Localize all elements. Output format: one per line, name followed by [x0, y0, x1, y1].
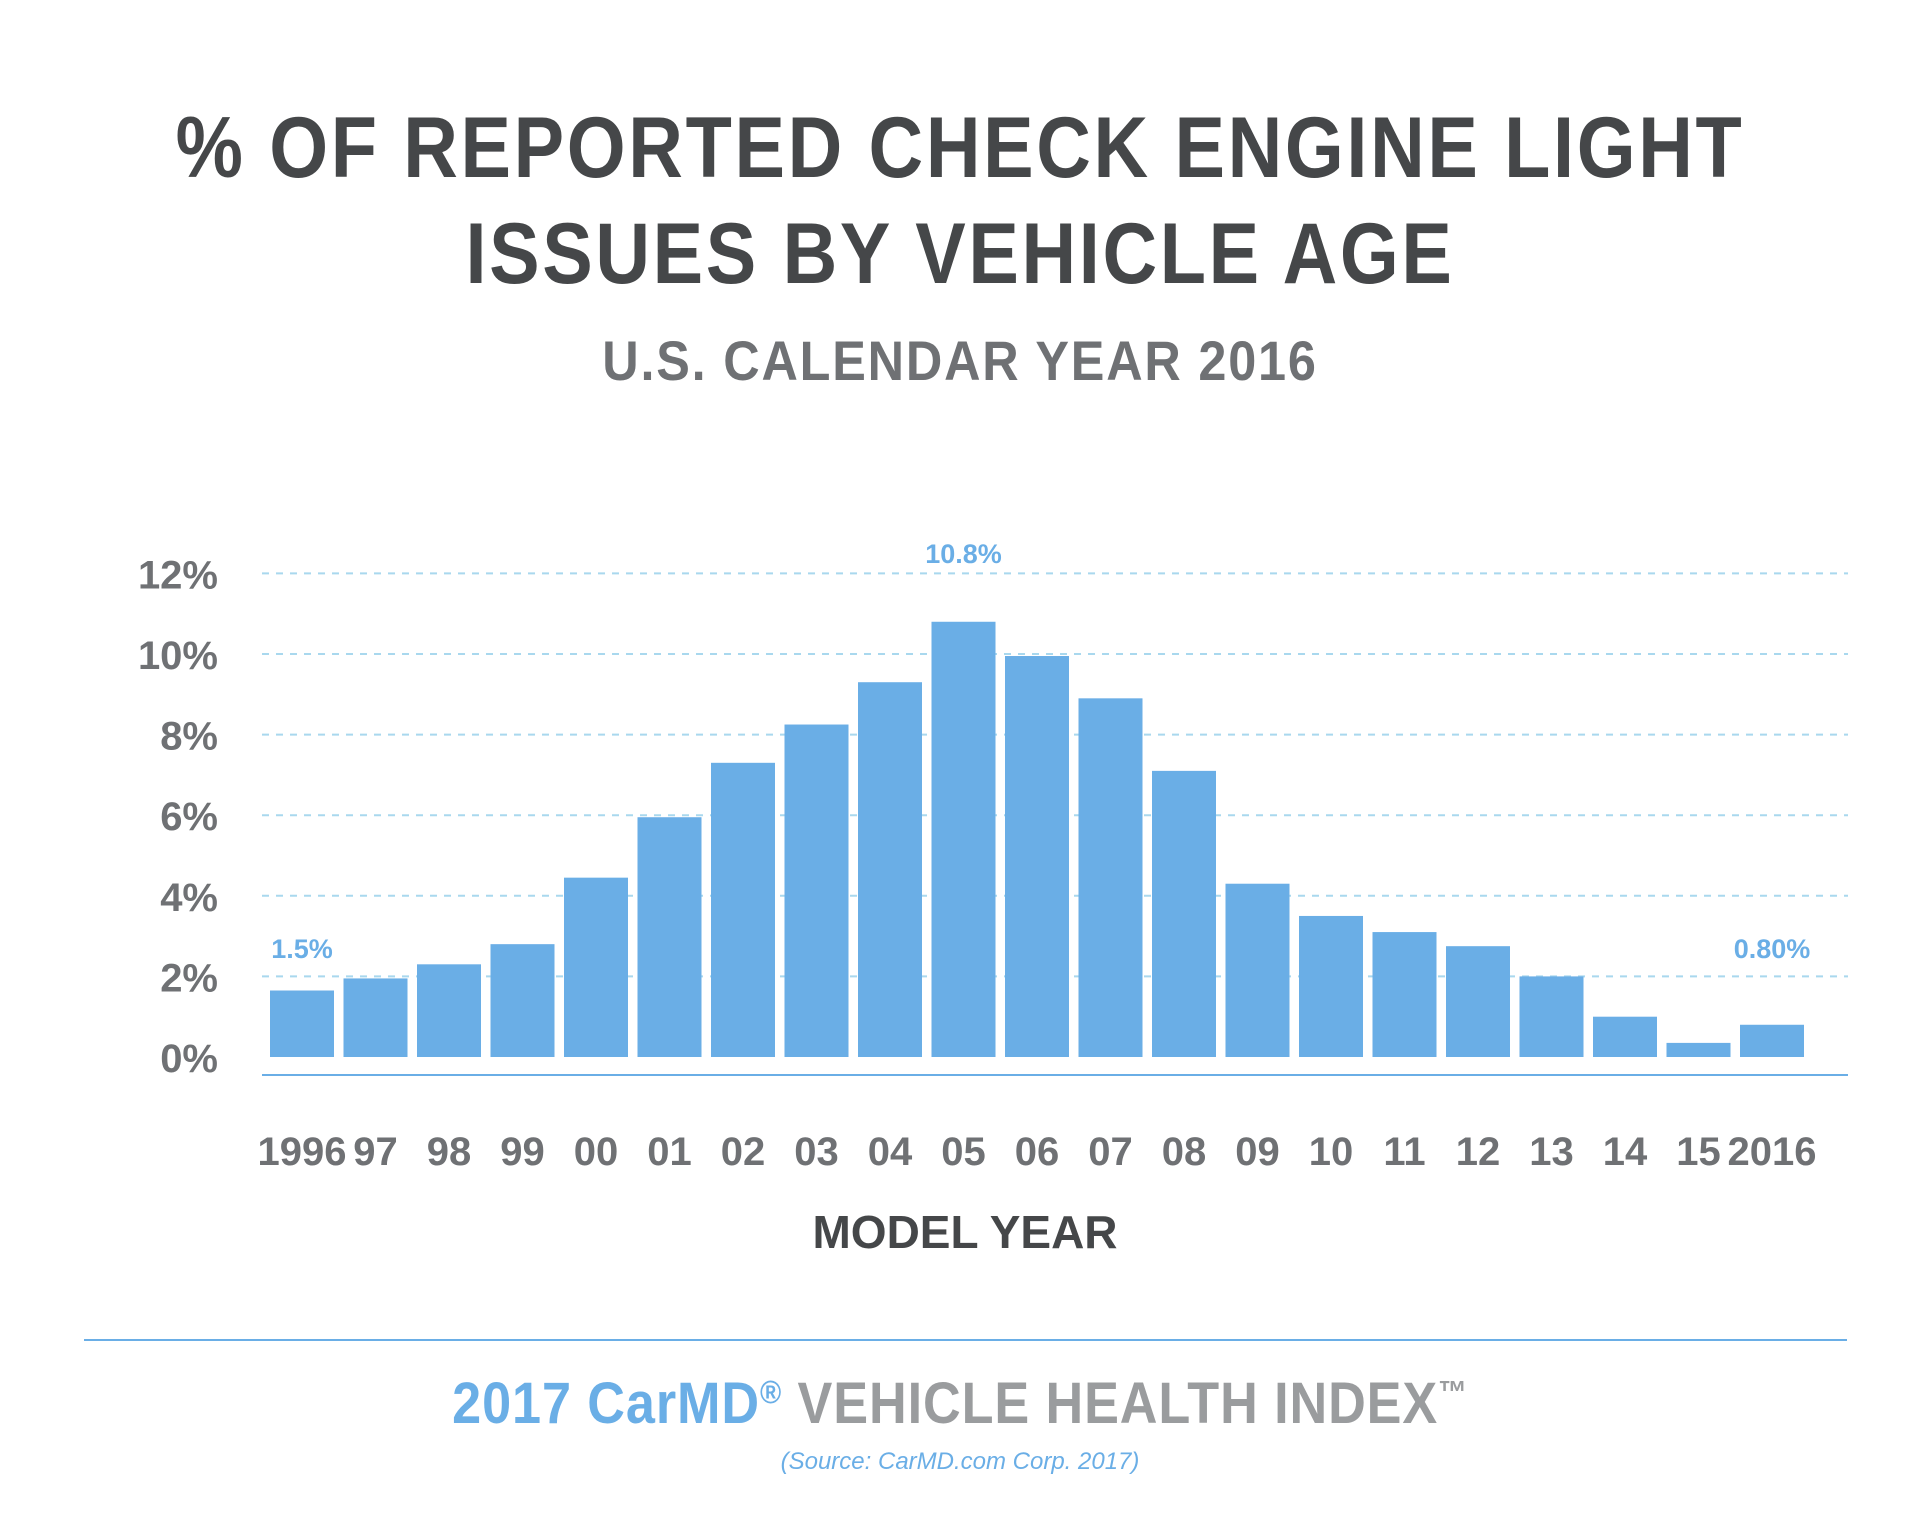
bar — [1299, 915, 1363, 1057]
x-tick-label: 05 — [941, 1130, 986, 1174]
bar — [931, 621, 996, 1057]
bar — [1446, 946, 1510, 1057]
y-tick-label: 6% — [160, 795, 218, 839]
bar — [417, 964, 481, 1057]
x-tick-label: 97 — [353, 1130, 398, 1174]
chart-subtitle: U.S. CALENDAR YEAR 2016 — [602, 329, 1318, 392]
x-tick-label: 07 — [1088, 1130, 1133, 1174]
x-tick-label: 04 — [868, 1130, 913, 1174]
y-tick-label: 8% — [160, 715, 218, 759]
bar — [711, 762, 775, 1057]
chart-title-line2: ISSUES BY VEHICLE AGE — [465, 206, 1455, 302]
bar — [1078, 698, 1143, 1057]
bar — [270, 990, 334, 1057]
x-tick-label: 09 — [1235, 1130, 1280, 1174]
source-note: (Source: CarMD.com Corp. 2017) — [780, 1448, 1140, 1475]
x-tick-label: 10 — [1309, 1130, 1354, 1174]
x-tick-label: 1996 — [258, 1130, 347, 1174]
y-tick-label: 4% — [160, 876, 218, 920]
bar — [564, 877, 628, 1057]
bars — [270, 621, 1804, 1057]
x-tick-label: 98 — [427, 1130, 472, 1174]
bar — [1372, 932, 1437, 1057]
bar — [343, 978, 408, 1057]
brand-index-name: VEHICLE HEALTH INDEX — [782, 1371, 1439, 1436]
chart-title: % OF REPORTED CHECK ENGINE LIGHT ISSUES … — [115, 95, 1805, 307]
bar-chart: 0% 2% 4% 6% 8% 10% 12% 1996 97 98 99 00 01 02 03 04 05 0… — [138, 539, 1848, 1258]
bar — [858, 682, 922, 1057]
bar — [1740, 1024, 1804, 1057]
bar — [1225, 883, 1290, 1057]
bar — [1666, 1042, 1731, 1057]
trademark-mark: ™ — [1438, 1374, 1468, 1410]
x-tick-label: 00 — [574, 1130, 619, 1174]
data-label: 1.5% — [271, 934, 333, 964]
y-tick-label: 2% — [160, 956, 218, 1000]
y-tick-label: 10% — [138, 634, 218, 678]
x-axis-title: MODEL YEAR — [812, 1206, 1117, 1258]
data-labels: 1.5% 10.8% 0.80% — [271, 539, 1810, 964]
y-axis-ticks: 0% 2% 4% 6% 8% 10% 12% — [138, 553, 218, 1081]
x-tick-label: 01 — [647, 1130, 692, 1174]
x-axis-ticks: 1996 97 98 99 00 01 02 03 04 05 06 07 08 09 10 11 12 13 14… — [258, 1130, 1817, 1174]
data-label: 10.8% — [925, 539, 1002, 569]
bar — [637, 817, 702, 1057]
x-tick-label: 99 — [500, 1130, 545, 1174]
bar — [1593, 1016, 1657, 1057]
footer-divider — [84, 1339, 1847, 1341]
bar — [1152, 770, 1216, 1057]
x-tick-label: 11 — [1383, 1130, 1425, 1174]
grid-lines — [262, 572, 1848, 978]
x-tick-label: 08 — [1162, 1130, 1207, 1174]
x-tick-label: 2016 — [1728, 1130, 1817, 1174]
x-tick-label: 14 — [1603, 1130, 1648, 1174]
brand-name: 2017 CarMD — [452, 1371, 761, 1436]
y-tick-label: 0% — [160, 1037, 218, 1081]
bar — [490, 944, 555, 1057]
bar — [784, 724, 849, 1057]
bar — [1005, 656, 1069, 1057]
registered-mark: ® — [760, 1374, 783, 1410]
x-tick-label: 15 — [1676, 1130, 1721, 1174]
x-tick-label: 03 — [794, 1130, 839, 1174]
x-tick-label: 02 — [721, 1130, 766, 1174]
y-tick-label: 12% — [138, 553, 218, 597]
chart-title-line1: % OF REPORTED CHECK ENGINE LIGHT — [175, 100, 1745, 196]
data-label: 0.80% — [1734, 934, 1811, 964]
x-tick-label: 12 — [1456, 1130, 1501, 1174]
bar — [1519, 976, 1584, 1057]
footer-brand: 2017 CarMD® VEHICLE HEALTH INDEX™ — [96, 1370, 1824, 1437]
x-tick-label: 06 — [1015, 1130, 1060, 1174]
x-tick-label: 13 — [1529, 1130, 1574, 1174]
